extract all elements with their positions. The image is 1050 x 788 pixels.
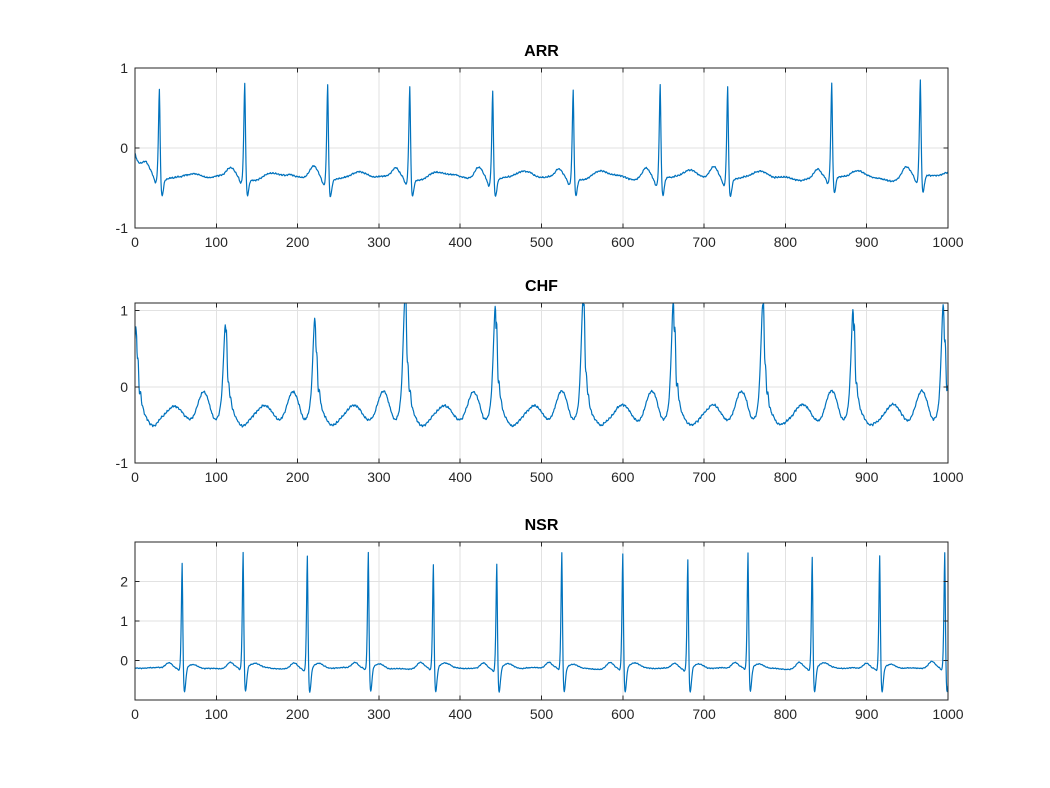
x-tick-label: 900 [855, 469, 879, 485]
y-tick-labels-chf: -1 0 1 [116, 303, 129, 471]
x-tick-label: 200 [286, 469, 310, 485]
x-tick-label: 800 [774, 234, 798, 250]
y-tick-labels-arr: -1 0 1 [116, 60, 129, 236]
y-tick-label: 0 [120, 140, 128, 156]
ecg-waveform-chf [135, 303, 948, 428]
x-tick-label: 400 [449, 706, 473, 722]
x-tick-label: 700 [692, 706, 716, 722]
x-tick-label: 200 [286, 706, 310, 722]
x-tick-labels-chf: 0 100 200 300 400 500 600 700 800 900 1000 [131, 469, 964, 485]
tick-marks-arr [134, 67, 949, 229]
x-tick-label: 100 [205, 234, 229, 250]
ecg-waveform-arr [135, 79, 948, 198]
subplot-nsr: 0 100 200 300 400 500 600 700 800 900 1000 0 1 2 NSR [120, 517, 964, 722]
waveform-group-nsr [135, 551, 948, 693]
x-tick-label: 600 [611, 469, 635, 485]
x-tick-label: 100 [205, 469, 229, 485]
y-tick-label: 1 [120, 60, 128, 76]
x-tick-label: 800 [774, 469, 798, 485]
x-tick-label: 400 [449, 234, 473, 250]
x-tick-label: 0 [131, 469, 139, 485]
tick-marks-chf [134, 303, 949, 464]
x-tick-label: 500 [530, 706, 554, 722]
x-tick-label: 1000 [932, 234, 963, 250]
x-tick-label: 200 [286, 234, 310, 250]
x-tick-label: 1000 [932, 469, 963, 485]
x-tick-label: 600 [611, 234, 635, 250]
y-tick-label: -1 [116, 220, 129, 236]
ecg-waveform-nsr [135, 551, 948, 693]
x-tick-label: 300 [367, 234, 391, 250]
x-tick-labels-nsr: 0 100 200 300 400 500 600 700 800 900 1000 [131, 706, 964, 722]
y-tick-label: 1 [120, 303, 128, 319]
y-tick-label: 0 [120, 379, 128, 395]
tick-marks-nsr [134, 542, 949, 700]
y-tick-label: 0 [120, 653, 128, 669]
x-tick-label: 900 [855, 706, 879, 722]
x-tick-label: 300 [367, 706, 391, 722]
x-tick-label: 500 [530, 234, 554, 250]
waveform-group-arr [135, 79, 948, 198]
x-tick-label: 400 [449, 469, 473, 485]
x-tick-label: 1000 [932, 706, 963, 722]
x-tick-label: 600 [611, 706, 635, 722]
x-tick-label: 500 [530, 469, 554, 485]
subplot-title-arr: ARR [524, 43, 559, 60]
x-tick-labels-arr: 0 100 200 300 400 500 600 700 800 900 1000 [131, 234, 964, 250]
x-tick-label: 0 [131, 234, 139, 250]
x-tick-label: 900 [855, 234, 879, 250]
x-tick-label: 700 [692, 234, 716, 250]
y-tick-label: 2 [120, 574, 128, 590]
x-tick-label: 300 [367, 469, 391, 485]
y-tick-labels-nsr: 0 1 2 [120, 574, 128, 669]
waveform-group-chf [135, 303, 948, 428]
x-tick-label: 800 [774, 706, 798, 722]
grid-arr [135, 68, 948, 228]
subplot-title-nsr: NSR [525, 517, 559, 534]
y-tick-label: -1 [116, 455, 129, 471]
grid-chf [135, 303, 948, 463]
subplot-title-chf: CHF [525, 278, 558, 295]
x-tick-label: 700 [692, 469, 716, 485]
y-tick-label: 1 [120, 613, 128, 629]
grid-nsr [135, 542, 948, 700]
x-tick-label: 100 [205, 706, 229, 722]
x-tick-label: 0 [131, 706, 139, 722]
